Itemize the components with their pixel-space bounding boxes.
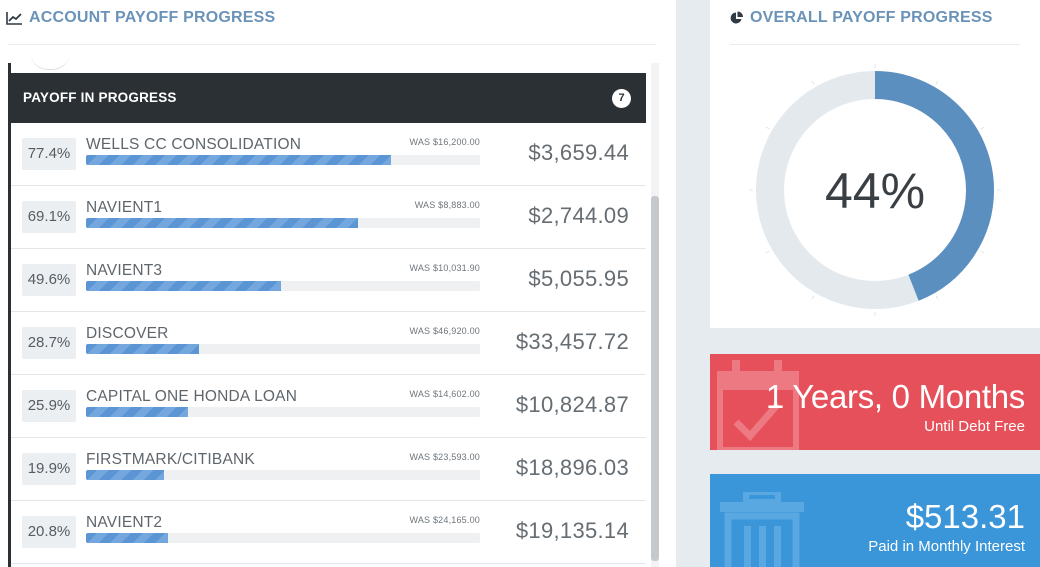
account-name[interactable]: NAVIENT2: [86, 514, 163, 531]
progress-bar-fill: [86, 344, 200, 354]
account-count-badge: 7: [612, 89, 631, 108]
debt-free-card: 1 Years, 0 Months Until Debt Free: [710, 354, 1040, 450]
percent-badge: 69.1%: [22, 201, 76, 233]
progress-bar-fill: [86, 218, 359, 228]
debt-free-time: 1 Years, 0 Months: [765, 378, 1025, 415]
original-balance: WAS $24,165.00: [409, 515, 480, 525]
progress-bar-fill: [86, 281, 282, 291]
account-name[interactable]: DISCOVER: [86, 325, 169, 342]
current-balance: $5,055.95: [528, 266, 629, 291]
progress-bar-fill: [86, 533, 168, 543]
current-balance: $18,896.03: [515, 455, 629, 480]
line-chart-icon: [6, 12, 22, 25]
original-balance: WAS $8,883.00: [414, 200, 480, 210]
original-balance: WAS $14,602.00: [409, 389, 480, 399]
donut-tick: [765, 126, 770, 130]
monthly-interest-card: $513.31 Paid in Monthly Interest: [710, 474, 1040, 567]
pie-chart-icon: [730, 11, 743, 24]
progress-bar: [86, 155, 480, 165]
percent-badge: 19.9%: [22, 453, 76, 485]
trash-icon: [720, 492, 804, 567]
progress-bar: [86, 281, 480, 291]
donut-tick: [811, 80, 815, 85]
monthly-interest-caption: Paid in Monthly Interest: [868, 538, 1025, 555]
current-balance: $33,457.72: [515, 329, 629, 354]
overall-progress-donut: 44%: [749, 64, 1001, 316]
percent-badge: 28.7%: [22, 327, 76, 359]
progress-bar: [86, 407, 480, 417]
divider: [8, 44, 656, 45]
account-row[interactable]: 25.9% CAPITAL ONE HONDA LOAN WAS $14,602.0…: [11, 375, 646, 438]
divider: [730, 44, 1020, 45]
progress-bar-fill: [86, 155, 391, 165]
list-accent-bar: [8, 63, 11, 567]
account-row[interactable]: 69.1% NAVIENT1 WAS $8,883.00 $2,744.09: [11, 186, 646, 249]
debt-free-caption: Until Debt Free: [924, 418, 1025, 435]
monthly-interest-amount: $513.31: [905, 498, 1025, 535]
percent-badge: 25.9%: [22, 390, 76, 422]
progress-bar: [86, 470, 480, 480]
current-balance: $10,824.87: [515, 392, 629, 417]
account-rows: 77.4% WELLS CC CONSOLIDATION WAS $16,200.0…: [11, 123, 646, 564]
scrollbar-thumb[interactable]: [651, 196, 659, 561]
overall-payoff-title: OVERALL PAYOFF PROGRESS: [750, 9, 993, 26]
account-row[interactable]: 77.4% WELLS CC CONSOLIDATION WAS $16,200.0…: [11, 123, 646, 186]
original-balance: WAS $10,031.90: [409, 263, 480, 273]
progress-bar: [86, 218, 480, 228]
account-name[interactable]: FIRSTMARK/CITIBANK: [86, 451, 255, 468]
current-balance: $2,744.09: [528, 203, 629, 228]
account-name[interactable]: WELLS CC CONSOLIDATION: [86, 136, 302, 153]
overall-payoff-card: OVERALL PAYOFF PROGRESS 44%: [710, 0, 1040, 328]
account-row[interactable]: 19.9% FIRSTMARK/CITIBANK WAS $23,593.00 $18…: [11, 438, 646, 501]
original-balance: WAS $46,920.00: [409, 326, 480, 336]
progress-bar-fill: [86, 470, 165, 480]
account-payoff-panel: ACCOUNT PAYOFF PROGRESS PAYOFF IN PROGRE…: [0, 0, 676, 567]
original-balance: WAS $23,593.00: [409, 452, 480, 462]
current-balance: $19,135.14: [515, 518, 629, 543]
donut-tick: [935, 295, 939, 300]
donut-tick: [935, 80, 939, 85]
donut-tick: [811, 295, 815, 300]
donut-tick: [765, 250, 770, 254]
progress-bar-fill: [86, 407, 189, 417]
divider: [30, 52, 70, 70]
progress-bar: [86, 533, 480, 543]
donut-tick: [980, 250, 985, 254]
account-payoff-header: ACCOUNT PAYOFF PROGRESS: [6, 4, 275, 32]
payoff-list-header: PAYOFF IN PROGRESS 7: [8, 73, 646, 123]
payoff-list: PAYOFF IN PROGRESS 7 77.4% WELLS CC CONSO…: [8, 63, 646, 567]
percent-badge: 20.8%: [22, 516, 76, 548]
account-row[interactable]: 28.7% DISCOVER WAS $46,920.00 $33,457.72: [11, 312, 646, 375]
calendar-check-icon: [717, 360, 799, 450]
account-row[interactable]: 49.6% NAVIENT3 WAS $10,031.90 $5,055.95: [11, 249, 646, 312]
account-row[interactable]: 20.8% NAVIENT2 WAS $24,165.00 $19,135.14: [11, 501, 646, 564]
donut-tick: [980, 126, 985, 130]
account-name[interactable]: CAPITAL ONE HONDA LOAN: [86, 388, 298, 405]
donut-ticks: [749, 64, 1001, 316]
donut-progress-arc: [756, 71, 994, 309]
account-name[interactable]: NAVIENT1: [86, 199, 163, 216]
payoff-list-title: PAYOFF IN PROGRESS: [23, 90, 177, 105]
overall-payoff-header: OVERALL PAYOFF PROGRESS: [730, 4, 993, 32]
percent-badge: 49.6%: [22, 264, 76, 296]
account-payoff-title: ACCOUNT PAYOFF PROGRESS: [29, 9, 276, 26]
overall-percent-label: 44%: [825, 163, 925, 219]
original-balance: WAS $16,200.00: [409, 137, 480, 147]
account-name[interactable]: NAVIENT3: [86, 262, 163, 279]
current-balance: $3,659.44: [528, 140, 629, 165]
progress-bar: [86, 344, 480, 354]
percent-badge: 77.4%: [22, 138, 76, 170]
